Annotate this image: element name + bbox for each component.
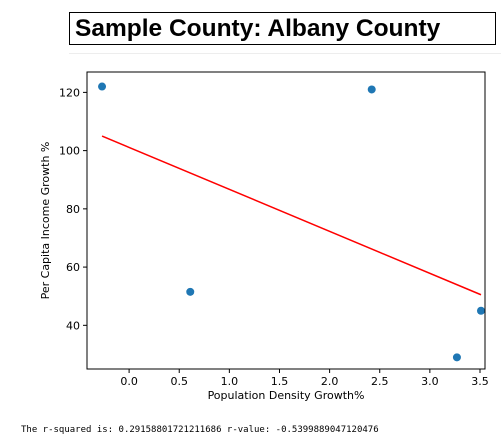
data-point [477,307,485,315]
x-tick-label: 2.0 [321,375,339,388]
x-axis-label: Population Density Growth% [208,389,365,402]
regression-line [102,136,481,295]
x-tick-label: 2.5 [371,375,389,388]
data-point [453,353,461,361]
plot-frame [87,72,485,369]
data-point [186,288,194,296]
x-tick-label: 0.0 [120,375,138,388]
x-tick-label: 0.5 [170,375,188,388]
regression-stats: The r-squared is: 0.29158801721211686 r-… [21,424,379,436]
y-tick-label: 100 [59,145,80,158]
data-point [98,83,106,91]
y-tick-label: 80 [66,203,80,216]
data-point [368,85,376,93]
y-tick-label: 60 [66,261,80,274]
x-tick-label: 1.5 [271,375,289,388]
y-axis-label: Per Capita Income Growth % [39,142,52,300]
x-tick-label: 1.0 [221,375,239,388]
x-tick-label: 3.0 [421,375,439,388]
x-tick-label: 3.5 [471,375,489,388]
y-tick-label: 120 [59,86,80,99]
y-tick-label: 40 [66,319,80,332]
